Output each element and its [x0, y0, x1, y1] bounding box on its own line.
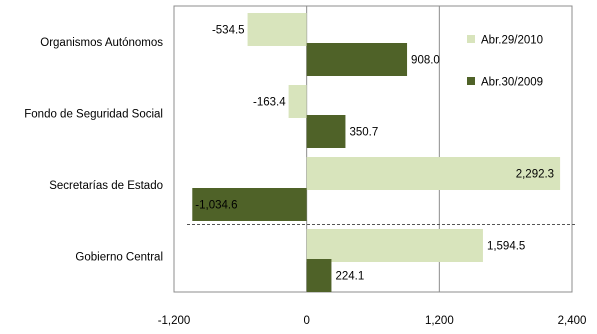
category-label-1: Fondo de Seguridad Social: [24, 108, 163, 120]
bar-abr2009-3: [306, 259, 332, 292]
x-tick-label-1: 0: [303, 315, 309, 327]
plot-area-border: [173, 5, 573, 293]
x-tick-label-3: 2,400: [558, 315, 587, 327]
bar-abr2010-0: [247, 13, 307, 46]
data-label-abr2010-3: 1,594.5: [487, 241, 525, 253]
category-label-0: Organismos Autónomos: [40, 37, 163, 49]
data-labels: -534.5 -163.4 2,292.3 1,594.5 908.0 350.7 -1,0…: [195, 25, 554, 283]
legend-swatch-0: [467, 35, 475, 43]
category-labels: Organismos Autónomos Fondo de Seguridad S…: [24, 37, 163, 264]
data-label-abr2010-0: -534.5: [212, 25, 245, 37]
x-tick-label-2: 1,200: [425, 315, 454, 327]
data-label-abr2010-1: -163.4: [253, 97, 286, 109]
data-label-abr2010-2: 2,292.3: [516, 169, 554, 181]
legend-label-1: Abr.30/2009: [481, 77, 543, 89]
x-tick-labels: -1,200 0 1,200 2,400: [158, 315, 587, 327]
bar-abr2010-1: [288, 85, 307, 118]
legend: Abr.29/2010 Abr.30/2009: [467, 35, 543, 89]
bars: [192, 13, 561, 292]
data-label-abr2009-1: 350.7: [349, 127, 378, 139]
bar-abr2009-1: [306, 115, 346, 148]
bar-abr2010-3: [306, 229, 483, 262]
bar-abr2009-0: [306, 43, 408, 76]
plot-frame: [173, 5, 577, 293]
bar-abr2009-2: [192, 188, 307, 221]
data-label-abr2009-0: 908.0: [411, 55, 440, 67]
data-label-abr2009-3: 224.1: [335, 271, 364, 283]
legend-label-0: Abr.29/2010: [481, 35, 543, 47]
category-label-2: Secretarías de Estado: [49, 180, 163, 192]
bar-abr2010-2: [306, 157, 561, 190]
data-label-abr2009-2: -1,034.6: [195, 200, 237, 212]
legend-swatch-1: [467, 77, 475, 85]
x-tick-label-0: -1,200: [158, 315, 191, 327]
category-label-3: Gobierno Central: [75, 251, 163, 263]
